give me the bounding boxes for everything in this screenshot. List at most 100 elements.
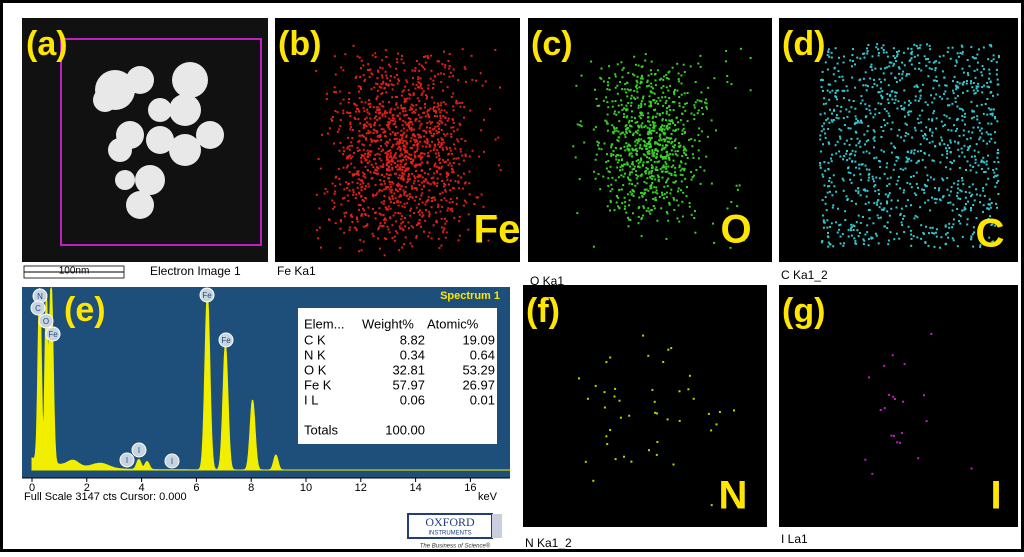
map-dot: [654, 161, 656, 163]
map-dot: [416, 224, 418, 226]
map-dot: [441, 122, 443, 124]
x-tick-label: 16: [464, 482, 476, 494]
map-dot: [453, 162, 455, 164]
map-dot: [873, 146, 875, 148]
map-dot: [824, 185, 826, 187]
map-dot: [843, 97, 845, 99]
map-dot: [367, 150, 369, 152]
map-dot: [901, 208, 903, 210]
map-dot: [898, 238, 900, 240]
map-dot: [421, 87, 423, 89]
map-dot: [417, 78, 419, 80]
map-dot: [929, 142, 931, 144]
map-dot: [612, 100, 614, 102]
map-dot: [832, 207, 834, 209]
map-dot: [401, 205, 403, 207]
map-dot: [687, 92, 689, 94]
map-dot: [672, 153, 674, 155]
map-dot: [389, 80, 391, 82]
map-dot: [379, 67, 381, 69]
map-dot: [662, 112, 664, 114]
map-dot: [348, 98, 350, 100]
x-unit: keV: [478, 491, 498, 503]
map-dot: [361, 162, 363, 164]
map-dot: [665, 163, 667, 165]
map-dot: [365, 166, 367, 168]
map-dot: [424, 220, 426, 222]
map-dot: [403, 178, 405, 180]
map-dot: [356, 108, 358, 110]
map-dot: [613, 113, 615, 115]
map-dot: [863, 243, 865, 245]
map-dot: [402, 175, 404, 177]
map-dot: [428, 211, 430, 213]
map-dot: [656, 153, 658, 155]
map-dot: [660, 139, 662, 141]
map-dot: [888, 115, 890, 117]
map-dot: [656, 100, 658, 102]
map-dot: [868, 177, 870, 179]
map-dot: [980, 71, 982, 73]
map-dot: [413, 139, 415, 141]
map-dot: [684, 103, 686, 105]
map-dot: [663, 133, 665, 135]
panel-label: (b): [278, 25, 321, 63]
map-dot: [379, 207, 381, 209]
map-dot: [346, 111, 348, 113]
map-dot: [974, 150, 976, 152]
caption: I La1: [781, 532, 808, 546]
map-dot: [623, 116, 625, 118]
map-dot: [352, 181, 354, 183]
map-dot: [594, 89, 596, 91]
map-dot: [377, 135, 379, 137]
map-dot: [839, 76, 841, 78]
map-dot: [650, 184, 652, 186]
map-dot: [427, 57, 429, 59]
map-dot: [615, 114, 617, 116]
map-dot: [450, 208, 452, 210]
map-dot: [875, 157, 877, 159]
map-dot: [683, 128, 685, 130]
map-dot: [699, 55, 701, 57]
map-dot: [363, 74, 365, 76]
map-dot: [425, 178, 427, 180]
map-dot: [883, 49, 885, 51]
map-dot: [638, 138, 640, 140]
map-dot: [427, 113, 429, 115]
map-dot: [678, 80, 680, 82]
map-dot: [669, 109, 671, 111]
map-dot: [334, 191, 336, 193]
map-dot: [977, 126, 979, 128]
map-dot: [911, 186, 913, 188]
map-dot: [387, 228, 389, 230]
map-dot: [638, 126, 640, 128]
map-dot: [616, 167, 618, 169]
map-dot: [358, 130, 360, 132]
map-dot: [647, 152, 649, 154]
map-dot: [925, 166, 927, 168]
map-dot: [404, 146, 406, 148]
map-dot: [398, 205, 400, 207]
map-dot: [433, 83, 435, 85]
map-dot: [657, 143, 659, 145]
map-dot: [676, 63, 678, 65]
map-dot: [411, 104, 413, 106]
map-dot: [928, 118, 930, 120]
map-dot: [922, 159, 924, 161]
map-dot: [611, 144, 613, 146]
map-dot: [447, 207, 449, 209]
map-dot: [903, 109, 905, 111]
map-dot: [395, 189, 397, 191]
map-dot: [929, 45, 931, 47]
map-dot: [920, 143, 922, 145]
map-dot: [358, 178, 360, 180]
map-dot: [831, 57, 833, 59]
map-dot: [977, 83, 979, 85]
map-dot: [399, 112, 401, 114]
map-dot: [883, 225, 885, 227]
map-dot: [638, 197, 640, 199]
map-dot: [872, 116, 874, 118]
map-dot: [997, 149, 999, 151]
map-dot: [831, 194, 833, 196]
map-dot: [686, 195, 688, 197]
